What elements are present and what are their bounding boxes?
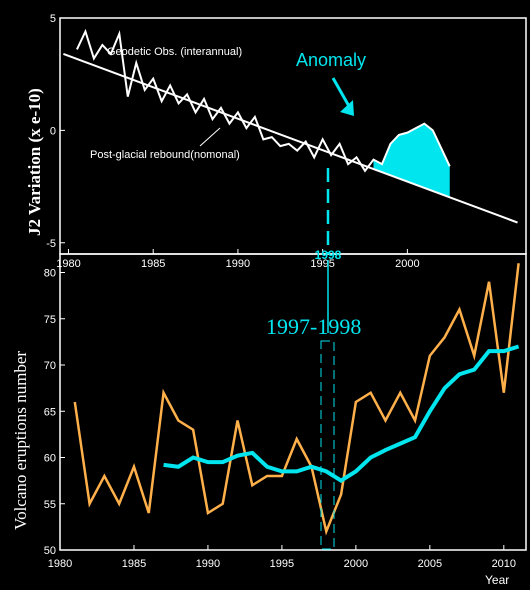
j2-x-tick-label: 1990 — [226, 258, 250, 270]
post-glacial-rebound-line — [63, 53, 518, 224]
volcano-y-tick-label: 80 — [44, 268, 56, 280]
j2-panel: 1980 1985 1990 1995 2000 -5 0 5 Geodetic Obs. (… — [25, 13, 527, 270]
volcano-trend-series — [163, 344, 520, 483]
volcano-eruptions-series — [73, 263, 520, 536]
highlight-tick-1998: 1998 — [315, 248, 342, 262]
j2-x-tick-label: 1980 — [56, 258, 80, 270]
j2-y-tick-label: 5 — [50, 13, 56, 25]
anomaly-arrow-shaft — [331, 77, 352, 109]
volcano-y-tick-label: 65 — [44, 406, 56, 418]
j2-ticks: 1980 1985 1990 1995 2000 -5 0 5 — [46, 13, 419, 270]
post-glacial-rebound-label: Post-glacial rebound(nomonal) — [90, 149, 240, 161]
j2-y-tick-label: -5 — [46, 238, 56, 250]
volcano-x-tick-label: 1985 — [122, 558, 146, 570]
pgr-leader-line — [199, 127, 221, 147]
volcano-x-tick-label: 2005 — [418, 558, 442, 570]
j2-y-axis-label: J2 Variation (x e-10) — [25, 88, 44, 236]
volcano-panel: 1980 1985 1990 1995 2000 2005 2010 50 55 60 65 70 75… — [11, 253, 527, 587]
period-label: 1997-1998 — [266, 314, 361, 339]
volcano-x-tick-label: 1995 — [270, 558, 294, 570]
anomaly-label: Anomaly — [296, 50, 366, 70]
j2-x-tick-label: 1985 — [141, 258, 165, 270]
geodetic-obs-label: Geodetic Obs. (interannual) — [107, 46, 242, 58]
volcano-x-tick-label: 1980 — [48, 558, 72, 570]
j2-y-tick-label: 0 — [50, 125, 56, 137]
volcano-frame — [59, 253, 527, 551]
volcano-y-tick-label: 70 — [44, 360, 56, 372]
volcano-y-tick-label: 60 — [44, 453, 56, 465]
volcano-x-tick-label: 1990 — [196, 558, 220, 570]
volcano-x-tick-label: 2010 — [492, 558, 516, 570]
volcano-y-tick-label: 50 — [44, 545, 56, 557]
volcano-ticks: 1980 1985 1990 1995 2000 2005 2010 50 55 60 65 70 75… — [44, 268, 516, 571]
volcano-x-tick-label: 2000 — [344, 558, 368, 570]
j2-x-tick-label: 1995 — [310, 258, 334, 270]
volcano-y-tick-label: 55 — [44, 499, 56, 511]
volcano-x-axis-label: Year — [485, 573, 509, 587]
volcano-y-axis-label: Volcano eruptions number — [11, 351, 30, 530]
period-box-1997-1998 — [320, 340, 335, 550]
anomaly-arrow-head — [340, 100, 354, 116]
volcano-y-tick-label: 75 — [44, 314, 56, 326]
j2-x-tick-label: 2000 — [395, 258, 419, 270]
geodetic-obs-line — [76, 28, 451, 173]
